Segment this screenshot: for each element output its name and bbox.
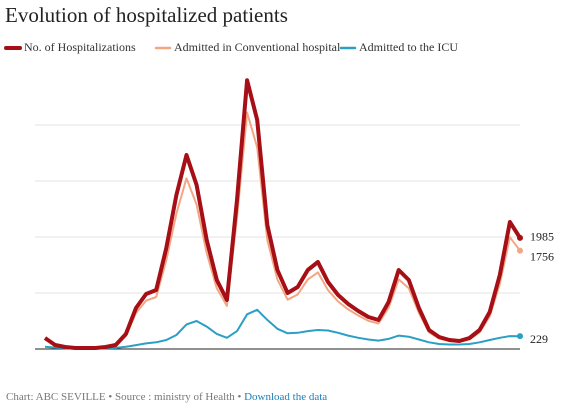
end-dot — [517, 247, 523, 254]
chart: Evolution of hospitalized patients No. o… — [4, 3, 554, 350]
series-line — [44, 308, 521, 350]
series-line — [44, 111, 521, 350]
series-line — [43, 78, 522, 350]
download-link[interactable]: Download the data — [244, 391, 328, 403]
legend-label: Admitted in Conventional hospital — [174, 40, 341, 54]
end-dot — [517, 234, 523, 241]
end-label: 1985 — [530, 230, 554, 244]
end-dot — [517, 333, 523, 340]
end-label: 229 — [530, 332, 548, 346]
end-label: 1756 — [530, 249, 554, 263]
footer: Chart: ABC SEVILLE • Source : ministry o… — [6, 391, 327, 403]
source: Chart: ABC SEVILLE • Source : ministry o… — [6, 391, 242, 403]
legend-label: No. of Hospitalizations — [24, 40, 136, 54]
legend-label: Admitted to the ICU — [359, 40, 458, 54]
chart-title: Evolution of hospitalized patients — [5, 3, 288, 27]
